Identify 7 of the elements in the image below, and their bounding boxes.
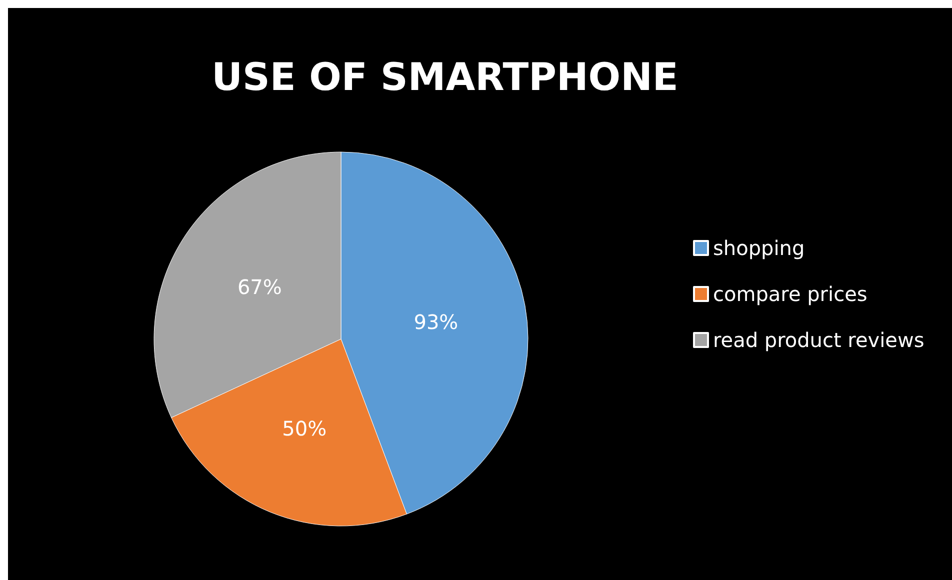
chart-title: USE OF SMARTPHONE — [212, 55, 678, 99]
legend-label: shopping — [713, 236, 805, 260]
data-label: 67% — [237, 275, 282, 300]
legend-label: compare prices — [713, 282, 868, 306]
data-label: 93% — [414, 310, 458, 334]
data-label: 50% — [282, 416, 327, 440]
legend-label: read product reviews — [713, 328, 924, 352]
